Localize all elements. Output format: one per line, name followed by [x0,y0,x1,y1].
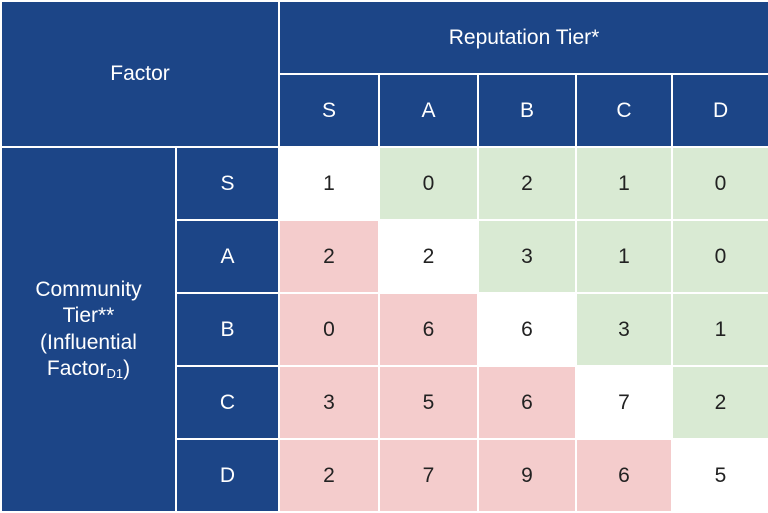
column-header-a: A [378,73,480,148]
row-header-c: C [174,365,281,440]
cell-b-b: 6 [477,292,578,367]
row-header-s: S [174,146,281,221]
cell-b-d: 1 [671,292,768,367]
community-tier-header: Community Tier** (Influential FactorD1) [0,146,177,513]
cell-b-a: 6 [378,292,480,367]
cell-a-b: 3 [477,219,578,294]
header-row-top: Factor Reputation Tier* [0,0,768,148]
factor-header: Factor [0,0,281,148]
table-row: Community Tier** (Influential FactorD1) … [0,146,768,513]
cell-d-c: 6 [575,438,674,513]
cell-b-s: 0 [278,292,381,367]
cell-s-d: 0 [671,146,768,221]
cell-a-d: 0 [671,219,768,294]
header-row-columns: S A B C D [1,73,768,148]
row-header-d: D [174,438,281,513]
cell-d-s: 2 [278,438,381,513]
cell-a-c: 1 [575,219,674,294]
table-row: A 2 2 3 1 0 [1,219,768,294]
cell-d-b: 9 [477,438,578,513]
column-header-s: S [278,73,381,148]
row-group-line-3: (Influential [40,330,137,354]
row-header-b: B [174,292,281,367]
cell-s-s: 1 [278,146,381,221]
cell-s-a: 0 [378,146,480,221]
cell-a-a: 2 [378,219,480,294]
cell-d-a: 7 [378,438,480,513]
reputation-tier-header: Reputation Tier* [278,0,768,75]
cell-c-a: 5 [378,365,480,440]
column-header-b: B [477,73,578,148]
table-row: B 0 6 6 3 1 [1,292,768,367]
cell-s-b: 2 [477,146,578,221]
cell-b-c: 3 [575,292,674,367]
column-header-d: D [671,73,768,148]
table-row: C 3 5 6 7 2 [1,365,768,440]
cell-c-b: 6 [477,365,578,440]
row-group-line-1: Community [35,278,142,301]
row-group-line-2: Tier** [62,304,115,328]
cell-d-d: 5 [671,438,768,513]
subscript-d1: D1 [106,365,124,381]
cell-s-c: 1 [575,146,674,221]
cell-a-s: 2 [278,219,381,294]
row-group-line-4: FactorD1) [46,356,131,381]
table-row: D 2 7 9 6 5 [1,438,768,513]
cell-c-d: 2 [671,365,768,440]
row-header-a: A [174,219,281,294]
cell-c-s: 3 [278,365,381,440]
cell-c-c: 7 [575,365,674,440]
column-header-c: C [575,73,674,148]
